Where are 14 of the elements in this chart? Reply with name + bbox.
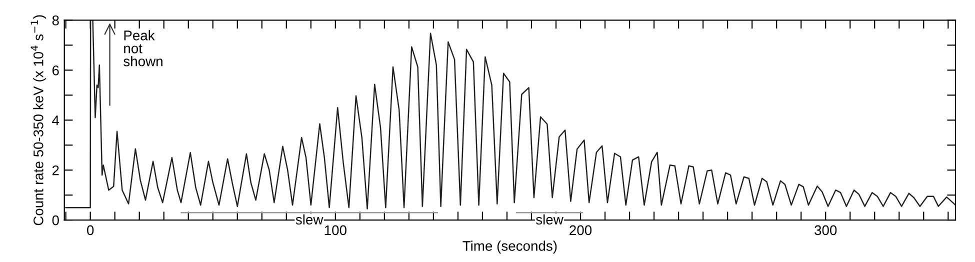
x-tick-label: 100 <box>324 225 346 236</box>
x-tick-label: 0 <box>87 225 94 236</box>
x-tick-label: 200 <box>570 225 592 236</box>
y-tick-label: 0 <box>52 215 59 226</box>
y-tick-label: 6 <box>52 65 59 76</box>
x-tick-label: 300 <box>814 225 837 236</box>
x-axis-title: Time (seconds) <box>462 240 557 254</box>
y-tick-label: 8 <box>52 16 59 26</box>
y-tick-label: 4 <box>52 116 60 126</box>
y-axis-title: Count rate 50-350 keV (x 10$^{4}$ s$^{−1}$) <box>30 15 46 226</box>
series-label: slew <box>536 214 564 225</box>
y-tick-label: 2 <box>52 165 59 176</box>
annotation: Peak not shown <box>124 30 162 66</box>
series-label: slew <box>296 214 324 225</box>
